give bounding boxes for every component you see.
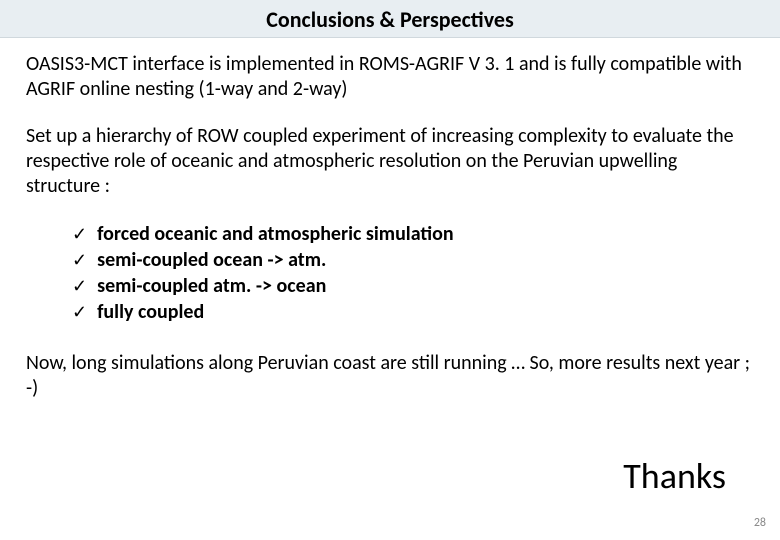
paragraph-2: Set up a hierarchy of ROW coupled experi… bbox=[26, 124, 754, 199]
paragraph-3: Now, long simulations along Peruvian coa… bbox=[26, 351, 754, 401]
page-number: 28 bbox=[754, 516, 766, 530]
list-item-label: forced oceanic and atmospheric simulatio… bbox=[97, 221, 454, 247]
list-item: ✓ semi-coupled ocean -> atm. bbox=[72, 247, 754, 273]
thanks-text: Thanks bbox=[623, 454, 726, 498]
paragraph-1: OASIS3-MCT interface is implemented in R… bbox=[26, 52, 754, 102]
content-area: OASIS3-MCT interface is implemented in R… bbox=[0, 38, 780, 401]
title-bar: Conclusions & Perspectives bbox=[0, 0, 780, 38]
list-item: ✓ semi-coupled atm. -> ocean bbox=[72, 273, 754, 299]
checklist: ✓ forced oceanic and atmospheric simulat… bbox=[72, 221, 754, 325]
check-icon: ✓ bbox=[72, 275, 87, 298]
list-item-label: semi-coupled ocean -> atm. bbox=[97, 247, 326, 273]
list-item-label: fully coupled bbox=[97, 299, 204, 325]
slide-title: Conclusions & Perspectives bbox=[266, 6, 514, 33]
check-icon: ✓ bbox=[72, 249, 87, 272]
list-item: ✓ forced oceanic and atmospheric simulat… bbox=[72, 221, 754, 247]
check-icon: ✓ bbox=[72, 223, 87, 246]
list-item: ✓ fully coupled bbox=[72, 299, 754, 325]
list-item-label: semi-coupled atm. -> ocean bbox=[97, 273, 326, 299]
check-icon: ✓ bbox=[72, 301, 87, 324]
